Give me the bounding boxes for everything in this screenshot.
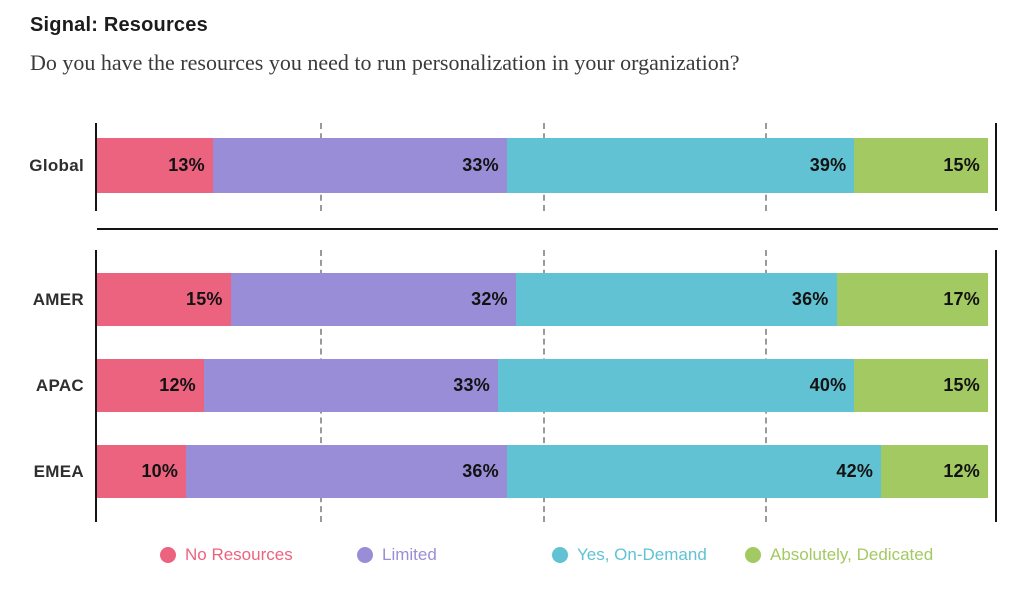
row-label-amer: AMER — [32, 289, 84, 309]
legend-item-no-resources: No Resources — [160, 545, 293, 565]
segment-value-label: 33% — [453, 375, 490, 395]
global-panel: Global 13% 33% 39% 15% — [29, 123, 997, 211]
row-label-apac: APAC — [35, 375, 84, 395]
bar-segment-yes-on-demand: 39% — [506, 138, 855, 193]
bar-segment-absolutely-dedicated: 15% — [854, 138, 988, 193]
row-label-emea: EMEA — [33, 461, 84, 481]
axis-line-right — [995, 123, 997, 211]
bar-row-apac: APAC 12% 33% 40% 15% — [36, 359, 988, 412]
segment-value-label: 36% — [791, 289, 829, 309]
bar-segment-no-resources: 15% — [97, 273, 231, 326]
chart-legend: No Resources Limited Yes, On-Demand Absolut… — [0, 545, 1024, 571]
segment-value-label: 32% — [471, 289, 508, 309]
row-label-global: Global — [29, 155, 84, 175]
segment-value-label: 12% — [159, 375, 196, 395]
legend-label: No Resources — [185, 545, 293, 564]
legend-dot-absolutely-dedicated-icon — [745, 547, 761, 563]
legend-item-absolutely-dedicated: Absolutely, Dedicated — [745, 545, 933, 565]
bar-segment-absolutely-dedicated: 12% — [881, 445, 988, 498]
bar-row-emea: EMEA 10% 36% 42% 12% — [34, 445, 988, 498]
bar-row-global: Global 13% 33% 39% 15% — [29, 138, 988, 193]
bar-segment-no-resources: 13% — [97, 138, 213, 193]
axis-line-left — [95, 250, 97, 522]
legend-item-yes-on-demand: Yes, On-Demand — [552, 545, 707, 565]
segment-value-label: 17% — [943, 289, 980, 309]
segment-value-label: 15% — [943, 375, 980, 395]
bar-segment-limited: 36% — [186, 445, 507, 498]
page-title: Signal: Resources — [30, 14, 208, 36]
bar-segment-yes-on-demand: 42% — [506, 445, 882, 498]
legend-label: Absolutely, Dedicated — [770, 545, 934, 564]
legend-dot-limited-icon — [357, 547, 373, 563]
legend-dot-no-resources-icon — [160, 547, 176, 563]
bar-row-amer: AMER 15% 32% 36% 17% — [33, 273, 988, 326]
survey-question: Do you have the resources you need to ru… — [30, 50, 740, 75]
legend-item-limited: Limited — [357, 545, 437, 565]
segment-value-label: 15% — [943, 155, 980, 175]
segment-value-label: 39% — [809, 155, 847, 175]
panel-separator-line — [97, 228, 998, 230]
bar-segment-limited: 33% — [212, 138, 507, 193]
segment-value-label: 40% — [809, 375, 847, 395]
legend-dot-yes-on-demand-icon — [552, 547, 568, 563]
bar-segment-limited: 33% — [203, 359, 498, 412]
regions-panel: AMER 15% 32% 36% 17% APAC 12% 33% 40% 15% EMEA 10% 3… — [33, 250, 997, 522]
bar-segment-yes-on-demand: 40% — [497, 359, 855, 412]
bar-segment-absolutely-dedicated: 15% — [854, 359, 988, 412]
legend-label: Limited — [382, 545, 437, 564]
bar-segment-no-resources: 12% — [97, 359, 204, 412]
bar-segment-absolutely-dedicated: 17% — [836, 273, 988, 326]
segment-value-label: 10% — [141, 461, 179, 481]
segment-value-label: 15% — [186, 289, 223, 309]
bar-segment-limited: 32% — [230, 273, 516, 326]
segment-value-label: 33% — [462, 155, 499, 175]
legend-label: Yes, On-Demand — [577, 545, 707, 564]
segment-value-label: 13% — [168, 155, 205, 175]
bar-segment-no-resources: 10% — [97, 445, 187, 498]
segment-value-label: 12% — [943, 461, 980, 481]
axis-line-left — [95, 123, 97, 211]
axis-line-right — [995, 250, 997, 522]
bar-segment-yes-on-demand: 36% — [515, 273, 837, 326]
segment-value-label: 42% — [836, 461, 874, 481]
segment-value-label: 36% — [462, 461, 499, 481]
